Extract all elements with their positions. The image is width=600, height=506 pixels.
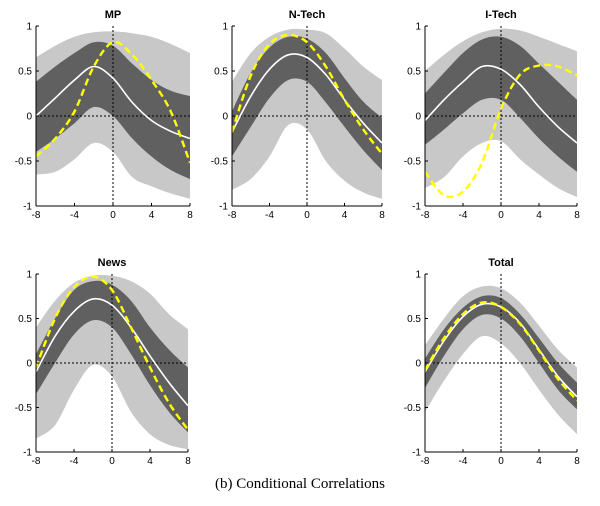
y-tick-label: 0.5 bbox=[18, 67, 32, 78]
y-tick-label: 0.5 bbox=[18, 314, 32, 325]
x-tick-label: 0 bbox=[498, 210, 504, 221]
x-tick-label: -4 bbox=[70, 456, 79, 467]
y-tick-label: 0 bbox=[26, 359, 32, 370]
y-tick-label: -0.5 bbox=[15, 403, 33, 414]
panel-title: News bbox=[98, 257, 127, 269]
x-tick-label: 8 bbox=[574, 210, 580, 221]
y-tick-label: 1 bbox=[26, 270, 32, 281]
plot-area bbox=[36, 26, 190, 206]
x-tick-label: 8 bbox=[187, 210, 193, 221]
median-line bbox=[232, 53, 382, 144]
x-tick-label: 0 bbox=[109, 456, 115, 467]
y-tick-label: 1 bbox=[415, 22, 421, 33]
x-tick-label: -8 bbox=[228, 210, 237, 221]
x-tick-label: 4 bbox=[149, 210, 155, 221]
x-tick-label: 8 bbox=[185, 456, 191, 467]
x-tick-label: -4 bbox=[459, 456, 468, 467]
panel-mp: -1 -0.5 0 0.5 1 -8 -4 0 4 8 MP bbox=[15, 9, 193, 221]
x-tick-label: -4 bbox=[70, 210, 79, 221]
x-tick-label: -4 bbox=[265, 210, 274, 221]
data-series-line bbox=[36, 40, 190, 164]
y-tick-label: -1 bbox=[412, 448, 421, 459]
y-tick-label: -0.5 bbox=[15, 157, 33, 168]
panel-title: I-Tech bbox=[485, 9, 517, 21]
x-tick-label: -8 bbox=[32, 210, 41, 221]
inner-confidence-band bbox=[425, 36, 577, 172]
data-series-line bbox=[232, 33, 382, 155]
median-line bbox=[425, 64, 577, 144]
x-tick-label: 0 bbox=[110, 210, 116, 221]
panel-n-tech: -1 -0.5 0 0.5 1 -8 -4 0 4 8 N-Tech bbox=[211, 9, 385, 221]
panel-i-tech: -1 -0.5 0 0.5 1 -8 -4 0 4 8 I-Tech bbox=[404, 9, 580, 221]
y-tick-label: 0 bbox=[26, 112, 32, 123]
inner-confidence-band bbox=[36, 280, 188, 433]
y-tick-label: 0 bbox=[222, 112, 228, 123]
y-tick-label: 1 bbox=[415, 270, 421, 281]
y-tick-label: -0.5 bbox=[404, 157, 422, 168]
plot-area bbox=[425, 274, 577, 452]
panel-news: -1 -0.5 0 0.5 1 -8 -4 0 4 8 News bbox=[15, 257, 191, 467]
figure-caption: (b) Conditional Correlations bbox=[215, 476, 385, 492]
y-tick-label: -0.5 bbox=[211, 157, 229, 168]
panel-title: MP bbox=[105, 9, 122, 21]
inner-confidence-band bbox=[425, 295, 577, 410]
median-line bbox=[36, 297, 188, 407]
x-tick-label: 8 bbox=[574, 456, 580, 467]
median-line bbox=[36, 65, 190, 140]
x-tick-label: 0 bbox=[304, 210, 310, 221]
y-tick-label: 1 bbox=[222, 22, 228, 33]
y-tick-label: 0.5 bbox=[214, 67, 228, 78]
plot-area bbox=[232, 26, 382, 206]
data-series-line bbox=[425, 300, 577, 402]
y-tick-label: 0 bbox=[415, 112, 421, 123]
x-tick-label: 4 bbox=[147, 456, 153, 467]
panel-title: N-Tech bbox=[289, 9, 326, 21]
y-tick-label: -1 bbox=[412, 202, 421, 213]
y-tick-label: -1 bbox=[23, 202, 32, 213]
plot-area bbox=[36, 274, 188, 452]
y-tick-label: -1 bbox=[219, 202, 228, 213]
x-tick-label: 0 bbox=[498, 456, 504, 467]
x-tick-label: -4 bbox=[459, 210, 468, 221]
x-tick-label: 4 bbox=[536, 456, 542, 467]
panel-total: -1 -0.5 0 0.5 1 -8 -4 0 4 8 Total bbox=[404, 257, 580, 467]
x-tick-label: 4 bbox=[536, 210, 542, 221]
panel-title: Total bbox=[488, 257, 513, 269]
x-tick-label: 4 bbox=[342, 210, 348, 221]
x-tick-label: -8 bbox=[421, 456, 430, 467]
x-tick-label: 8 bbox=[379, 210, 385, 221]
y-tick-label: 0.5 bbox=[407, 314, 421, 325]
plot-area bbox=[425, 26, 577, 206]
data-series-line bbox=[425, 63, 577, 199]
y-tick-label: -1 bbox=[23, 448, 32, 459]
x-tick-label: -8 bbox=[32, 456, 41, 467]
y-tick-label: 0.5 bbox=[407, 67, 421, 78]
y-tick-label: 0 bbox=[415, 359, 421, 370]
x-tick-label: -8 bbox=[421, 210, 430, 221]
y-tick-label: 1 bbox=[26, 22, 32, 33]
y-tick-label: -0.5 bbox=[404, 403, 422, 414]
data-series-line bbox=[36, 275, 188, 431]
